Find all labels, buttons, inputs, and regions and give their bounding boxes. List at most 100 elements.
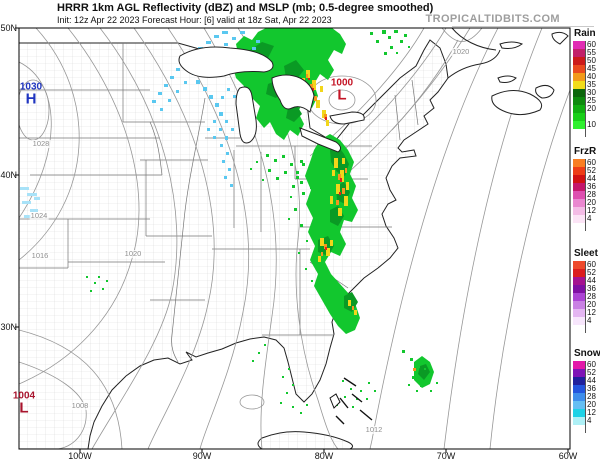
legend-color-swatch [573, 301, 586, 309]
legend-color-swatch [573, 401, 586, 409]
legend-scale-title: Snow [574, 348, 600, 359]
legend-cell-row: 20 [573, 301, 600, 309]
legend-color-swatch [573, 105, 586, 113]
legend-scale-title: Sleet [574, 248, 598, 259]
pressure-value: 1004 [12, 390, 36, 402]
legend-color-swatch [573, 113, 586, 121]
legend-cell-label: 4 [587, 416, 592, 425]
legend-cell-row: 45 [573, 65, 600, 73]
legend-cell-label: 12 [587, 408, 596, 417]
legend-cell-label: 28 [587, 190, 596, 199]
legend-cell-row: 44 [573, 377, 600, 385]
tropicaltidbits-watermark: TROPICALTIDBITS.COM [425, 13, 560, 25]
pressure-letter: H [25, 90, 37, 108]
legend-color-swatch [573, 425, 586, 433]
pressure-center-l: 1004 L [12, 390, 36, 417]
contour-label: 1020 [123, 249, 143, 258]
pressure-center-h: 1030 H [19, 81, 43, 108]
lon-label: 100W [68, 451, 92, 461]
state-borders [19, 43, 419, 363]
legend-cell-label: 20 [587, 198, 596, 207]
legend-color-swatch [573, 361, 586, 369]
legend-cell-label: 12 [587, 206, 596, 215]
legend-cell-label: 36 [587, 182, 596, 191]
legend-cell-label: 52 [587, 268, 596, 277]
lon-label: 60W [558, 451, 578, 461]
legend-color-swatch [573, 309, 586, 317]
legend-cell-label: 28 [587, 392, 596, 401]
legend-color-swatch [573, 167, 586, 175]
pressure-letter: L [19, 399, 29, 417]
legend-cell-label: 20 [587, 400, 596, 409]
legend-color-swatch [573, 159, 586, 167]
legend-cell-row: 25 [573, 97, 600, 105]
lon-label: 80W [314, 451, 334, 461]
legend-cell-row: 28 [573, 393, 600, 401]
legend-cell-row: 10 [573, 121, 600, 129]
contour-label: 1024 [29, 211, 49, 220]
legend-cell-label: 10 [587, 120, 596, 129]
contour-label: 1008 [70, 401, 90, 410]
legend-cell-row: 30 [573, 89, 600, 97]
contour-label: 1020 [451, 47, 471, 56]
legend-color-swatch [573, 73, 586, 81]
legend-cell-row [573, 425, 600, 433]
legend-color-swatch [573, 417, 586, 425]
legend-color-swatch [573, 81, 586, 89]
legend-cell-row: 55 [573, 49, 600, 57]
legend-cell-row: 4 [573, 215, 600, 223]
legend-cell-row: 44 [573, 277, 600, 285]
legend-cell-row: 36 [573, 183, 600, 191]
legend-cell-label: 35 [587, 80, 596, 89]
legend-color-swatch [573, 215, 586, 223]
legend-cell-label: 12 [587, 308, 596, 317]
legend-color-swatch [573, 121, 586, 129]
legend-color-swatch [573, 393, 586, 401]
legend-color-swatch [573, 191, 586, 199]
bahamas [329, 377, 373, 425]
legend-cell-row: 20 [573, 401, 600, 409]
lat-label: 30N [0, 322, 17, 332]
legend-color-swatch [573, 261, 586, 269]
legend-cell-row: 52 [573, 167, 600, 175]
legend-cell-row: 28 [573, 191, 600, 199]
legend-scale-rain: Rain 60 55 50 45 40 35 30 25 20 10 [573, 28, 600, 137]
legend-cell-label: 45 [587, 64, 596, 73]
pressure-value: 1030 [19, 81, 43, 93]
axis-ticks [15, 27, 569, 453]
legend-cell-label: 60 [587, 158, 596, 167]
legend-cell-label: 52 [587, 166, 596, 175]
legend-cell-label: 60 [587, 360, 596, 369]
legend-color-swatch [573, 57, 586, 65]
lon-label: 70W [436, 451, 456, 461]
legend-cell-row: 36 [573, 285, 600, 293]
legend-cell-row: 12 [573, 409, 600, 417]
legend-cell-label: 52 [587, 368, 596, 377]
lat-label: 50N [0, 23, 17, 33]
init-valid-subtitle: Init: 12z Apr 22 2023 Forecast Hour: [6]… [57, 15, 332, 25]
legend-color-swatch [573, 369, 586, 377]
legend-color-swatch [573, 325, 586, 333]
legend-color-swatch [573, 183, 586, 191]
legend-cell-row: 12 [573, 207, 600, 215]
legend-cell-row: 20 [573, 105, 600, 113]
cuba-outline [257, 431, 354, 449]
legend-cell-row: 52 [573, 369, 600, 377]
legend-cell-row: 50 [573, 57, 600, 65]
legend-color-swatch [573, 317, 586, 325]
legend-cell-label: 36 [587, 284, 596, 293]
legend-scale-sleet: Sleet 60 52 44 36 28 20 12 4 [573, 248, 600, 333]
legend-cell-label: 44 [587, 376, 596, 385]
legend-scale-frzr: FrzR 60 52 44 36 28 20 12 4 [573, 146, 600, 231]
legend-cell-row: 60 [573, 361, 600, 369]
legend-color-swatch [573, 385, 586, 393]
legend-color-swatch [573, 175, 586, 183]
legend-scale-title: FrzR [574, 146, 597, 157]
legend-cell-label: 44 [587, 276, 596, 285]
legend-color-swatch [573, 409, 586, 417]
legend-scale-snow: Snow 60 52 44 36 28 20 12 4 [573, 348, 600, 433]
legend-color-swatch [573, 377, 586, 385]
legend-cell-label: 4 [587, 214, 592, 223]
